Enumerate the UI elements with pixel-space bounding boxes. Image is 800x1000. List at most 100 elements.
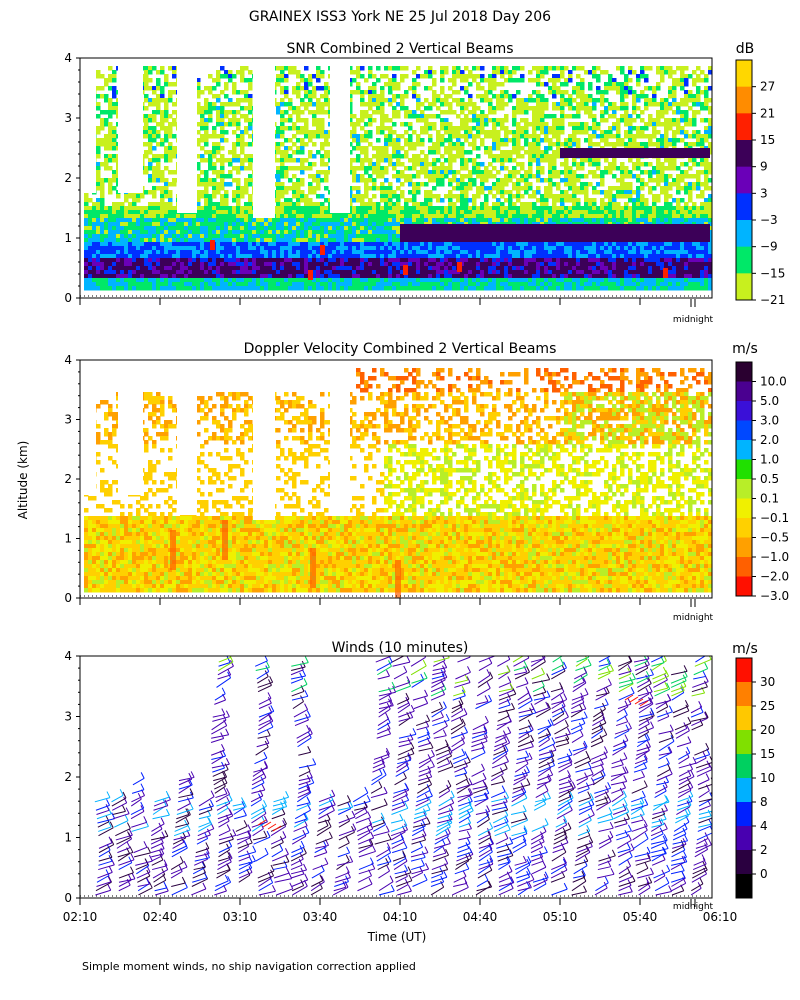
snr-cell [372, 218, 377, 223]
snr-cell [436, 210, 441, 215]
snr-cell [424, 270, 429, 275]
snr-cell [96, 222, 101, 227]
snr-cell [232, 246, 237, 251]
snr-cell [472, 198, 477, 203]
snr-cell [324, 230, 329, 235]
snr-cell [356, 258, 361, 263]
snr-cell [248, 218, 253, 223]
snr-cell [328, 230, 333, 235]
snr-cell [476, 154, 481, 159]
snr-cell [212, 266, 217, 271]
snr-cell [480, 262, 485, 267]
snr-cell [108, 270, 113, 275]
snr-cell [316, 230, 321, 235]
snr-cell [544, 274, 549, 279]
snr-cell [136, 254, 141, 259]
snr-cell [200, 182, 205, 187]
snr-cell [196, 278, 201, 283]
snr-cell [536, 254, 541, 259]
snr-cell [496, 214, 501, 219]
snr-cell [464, 182, 469, 187]
snr-cell [244, 118, 249, 123]
snr-cell [444, 110, 449, 115]
snr-cell [380, 98, 385, 103]
snr-cell [364, 230, 369, 235]
snr-cell [324, 162, 329, 167]
snr-cell [364, 282, 369, 287]
snr-cell [392, 246, 397, 251]
snr-cell [360, 262, 365, 267]
snr-cell [416, 258, 421, 263]
snr-cell [264, 246, 269, 251]
snr-cell [124, 278, 129, 283]
snr-cell [156, 202, 161, 207]
snr-cell [516, 286, 521, 291]
snr-cell [224, 102, 229, 107]
snr-cell [548, 250, 553, 255]
snr-cell [444, 282, 449, 287]
snr-cell [296, 150, 301, 155]
snr-cell [452, 218, 457, 223]
snr-cell [448, 130, 453, 135]
snr-cell [144, 270, 149, 275]
snr-cell [492, 138, 497, 143]
snr-cell [484, 206, 489, 211]
snr-cell [444, 214, 449, 219]
snr-cell [516, 154, 521, 159]
snr-cell [432, 194, 437, 199]
snr-cell [472, 242, 477, 247]
snr-cell [192, 234, 197, 239]
snr-cell [488, 154, 493, 159]
snr-cell [232, 282, 237, 287]
snr-cell [272, 222, 277, 227]
snr-cell [160, 94, 165, 99]
snr-cell [212, 150, 217, 155]
snr-cell [168, 254, 173, 259]
snr-cell [144, 242, 149, 247]
snr-cell [128, 226, 133, 231]
snr-cell [252, 282, 257, 287]
snr-cell [488, 214, 493, 219]
snr-cell [536, 122, 541, 127]
snr-cell [496, 266, 501, 271]
snr-cell [456, 254, 461, 259]
snr-cell [92, 202, 97, 207]
snr-cell [244, 214, 249, 219]
snr-cell [428, 242, 433, 247]
snr-cell [552, 134, 557, 139]
snr-cell [416, 214, 421, 219]
snr-cell [240, 106, 245, 111]
snr-cell [532, 270, 537, 275]
snr-cell [388, 82, 393, 87]
snr-cell [228, 122, 233, 127]
snr-cell [392, 110, 397, 115]
snr-cell [316, 286, 321, 291]
snr-cell [376, 110, 381, 115]
snr-cell [260, 282, 265, 287]
snr-cell [92, 250, 97, 255]
snr-cell [380, 130, 385, 135]
snr-cell [100, 270, 105, 275]
snr-cell [244, 258, 249, 263]
snr-cell [472, 162, 477, 167]
snr-cell [296, 110, 301, 115]
snr-cell [296, 254, 301, 259]
snr-cell [532, 286, 537, 291]
snr-cell [316, 102, 321, 107]
snr-cell [284, 274, 289, 279]
snr-cell [344, 254, 349, 259]
snr-cell [324, 242, 329, 247]
snr-cell [368, 242, 373, 247]
snr-cell [280, 162, 285, 167]
snr-cell [504, 270, 509, 275]
snr-cell [376, 258, 381, 263]
snr-cell [128, 230, 133, 235]
snr-cell [128, 202, 133, 207]
snr-cell [312, 102, 317, 107]
snr-cell [456, 286, 461, 291]
snr-cell [164, 146, 169, 151]
snr-cell [84, 258, 89, 263]
snr-cell [400, 174, 405, 179]
snr-cell [112, 154, 117, 159]
snr-cell [180, 278, 185, 283]
